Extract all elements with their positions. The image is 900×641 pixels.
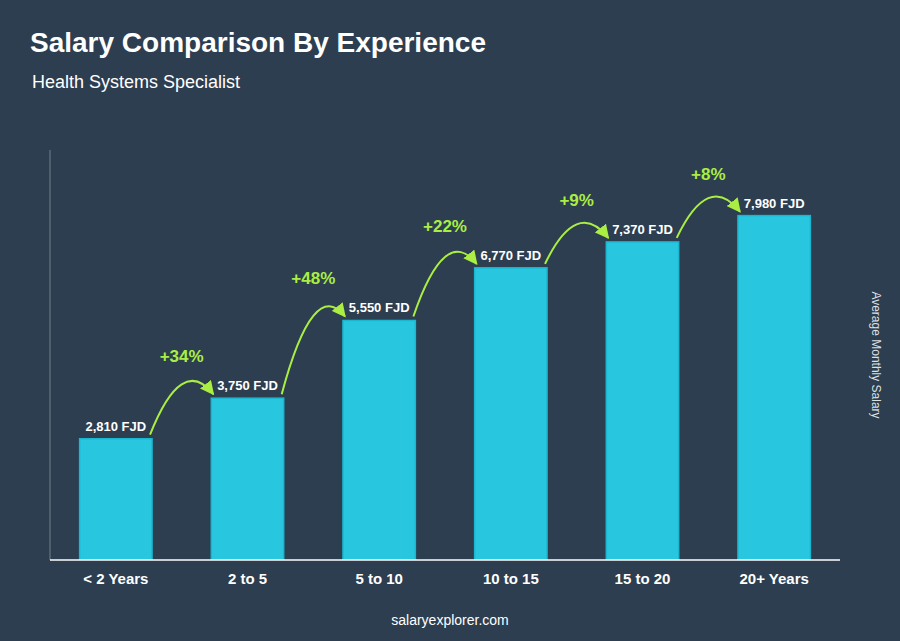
chart: Salary Comparison By Experience Health Sy… (0, 0, 900, 641)
footer: salaryexplorer.com (391, 612, 509, 628)
data-label: 7,370 FJD (612, 222, 673, 237)
x-tick-label: 15 to 20 (615, 570, 671, 587)
x-axis-line (50, 559, 840, 561)
title: Salary Comparison By Experience (30, 27, 486, 58)
subtitle: Health Systems Specialist (32, 72, 240, 92)
x-tick-label: < 2 Years (83, 570, 148, 587)
background (0, 0, 900, 641)
bars (80, 216, 811, 560)
data-label: 5,550 FJD (349, 300, 410, 315)
annotation-arrow (677, 197, 740, 238)
annotation: +22% (423, 217, 467, 236)
data-label: 6,770 FJD (480, 248, 541, 263)
bar (343, 320, 415, 560)
data-label: 2,810 FJD (85, 419, 146, 434)
annotation: +8% (691, 165, 726, 184)
data-label: 7,980 FJD (744, 196, 805, 211)
annotation: +9% (559, 191, 594, 210)
annotation: +34% (160, 347, 204, 366)
data-label: 3,750 FJD (217, 378, 278, 393)
x-tick-label: 20+ Years (739, 570, 808, 587)
annotation-arrow (413, 252, 476, 317)
y-axis-label: Average Monthly Salary (869, 291, 883, 418)
x-tick-label: 10 to 15 (483, 570, 539, 587)
annotation-arrow (545, 223, 608, 264)
bar (475, 268, 547, 560)
x-tick-label: 2 to 5 (228, 570, 267, 587)
bar (606, 242, 678, 560)
annotation-arrow (150, 381, 213, 435)
bar (80, 439, 152, 560)
bar (211, 398, 283, 560)
annotation: +48% (291, 269, 335, 288)
bar (738, 216, 810, 560)
x-tick-label: 5 to 10 (355, 570, 403, 587)
y-axis-line (50, 150, 51, 560)
annotation-arrow (282, 306, 345, 394)
